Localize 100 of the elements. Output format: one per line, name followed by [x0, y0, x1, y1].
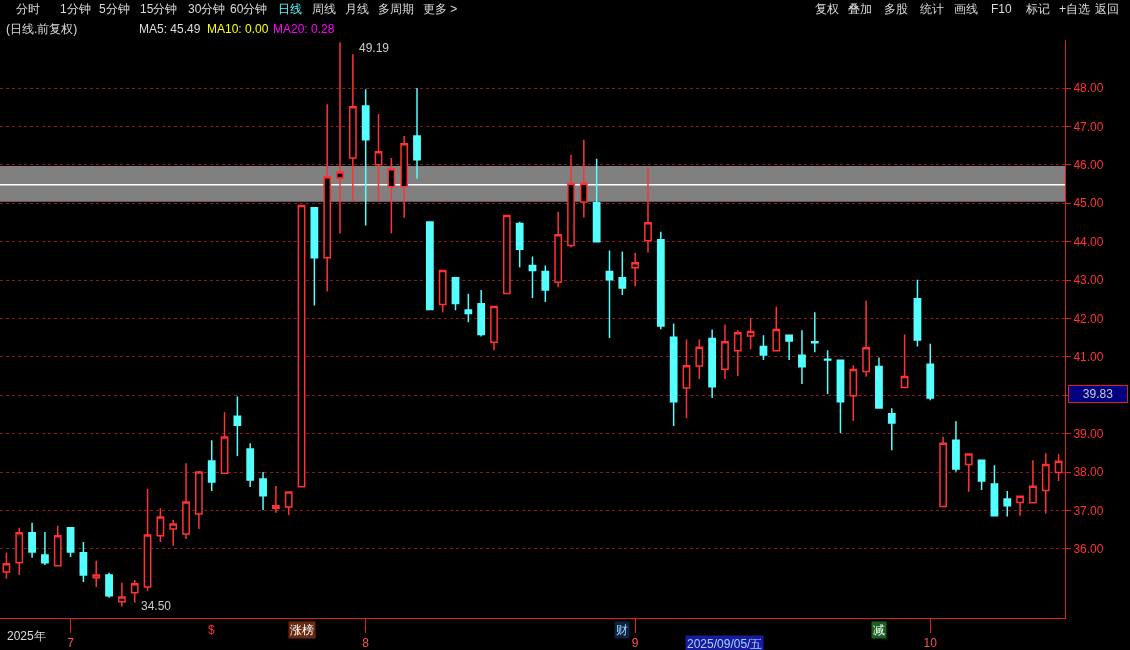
candlestick: [528, 255, 537, 299]
text: 画线: [954, 2, 978, 16]
candlestick: [554, 210, 563, 289]
candlestick: [425, 221, 434, 311]
y-tick-label: 45.00: [1073, 196, 1104, 211]
text: 多股: [884, 2, 908, 16]
y-tick-label: 38.00: [1073, 465, 1104, 480]
text: MA10: 0.00: [207, 22, 269, 36]
candlestick: [361, 88, 370, 227]
candlestick: [336, 41, 344, 235]
y-tick-label: 47.00: [1073, 119, 1104, 134]
candlestick: [118, 581, 126, 608]
candlestick: [477, 289, 486, 338]
candlestick: [323, 103, 332, 293]
candlestick: [798, 329, 806, 385]
candlestick: [567, 154, 575, 249]
candlestick: [579, 139, 588, 219]
text: 2025/09/05/五: [687, 637, 763, 650]
candlestick: [785, 334, 794, 361]
candlestick: [862, 299, 871, 378]
candlestick: [502, 214, 511, 295]
candlestick: [836, 359, 845, 434]
text: 日线: [278, 2, 302, 16]
candlestick: [15, 527, 24, 576]
candlestick: [759, 334, 768, 361]
candlestick: [490, 305, 498, 352]
candlestick: [541, 264, 550, 303]
candlestick: [156, 507, 165, 543]
text: 统计: [920, 2, 944, 16]
candlestick: [618, 250, 627, 296]
candlestick: [169, 519, 178, 547]
candlestick: [41, 531, 49, 566]
candlestick: [669, 322, 678, 427]
text: F10: [991, 2, 1012, 16]
candlestick: [644, 167, 652, 254]
text: 2025年: [7, 629, 46, 643]
candlestick: [939, 435, 947, 508]
text: 标记: [1025, 2, 1050, 16]
candlestick: [695, 338, 704, 380]
text: 返回: [1095, 2, 1119, 16]
annotation: 34.50: [141, 599, 172, 613]
candlestick: [721, 323, 729, 380]
y-tick-label: 42.00: [1073, 311, 1104, 326]
candlestick: [284, 491, 293, 516]
text: 周线: [312, 2, 336, 16]
candlestick: [810, 311, 819, 353]
candlestick: [246, 442, 255, 488]
candlestick: [374, 113, 383, 203]
candlestick: [952, 420, 960, 473]
candlestick: [79, 541, 88, 583]
candlestick: [438, 269, 447, 314]
candlestick: [1003, 490, 1012, 518]
candlestick: [194, 470, 203, 530]
text: 60分钟: [230, 2, 268, 16]
text: MA20: 0.28: [273, 22, 335, 36]
candlestick: [849, 364, 858, 422]
text: +自选: [1059, 2, 1091, 16]
candlestick: [656, 230, 665, 330]
candlestick: [772, 305, 781, 352]
text: MA5: 45.49: [139, 22, 201, 36]
text: 更多 >: [423, 2, 458, 16]
candlestick: [413, 87, 421, 180]
candlestick: [28, 522, 36, 559]
candlestick: [875, 356, 883, 409]
x-tick-label: 7: [67, 636, 75, 650]
text: 月线: [345, 2, 369, 16]
text: 30分钟: [188, 2, 226, 16]
y-tick-label: 39.00: [1073, 426, 1104, 441]
candlestick: [900, 333, 909, 389]
text: 分时: [16, 2, 40, 16]
candlestick: [271, 485, 280, 514]
candlestick: [990, 464, 999, 517]
text: 15分钟: [140, 2, 178, 16]
candlestick: [387, 157, 396, 235]
y-tick-label: 43.00: [1073, 273, 1104, 288]
text: 财: [616, 623, 628, 637]
annotation: 49.19: [359, 41, 390, 55]
candlestick: [926, 343, 935, 401]
candlestick: [913, 278, 922, 348]
candlestick: [310, 207, 319, 307]
y-tick-label: 41.00: [1073, 350, 1104, 365]
candlestick: [682, 338, 691, 419]
candlestick: [53, 525, 62, 567]
candlestick: [746, 317, 755, 350]
candlestick: [1016, 495, 1024, 517]
candlestick: [887, 407, 896, 451]
candlestick: [130, 579, 139, 604]
text: 复权: [815, 2, 839, 16]
candlestick: [259, 471, 267, 511]
y-tick-label: 36.00: [1073, 542, 1104, 557]
x-tick-label: 9: [631, 636, 639, 650]
x-tick-label: 8: [362, 636, 370, 650]
candlestick: [92, 560, 101, 588]
candlestick: [400, 135, 409, 219]
candlestick: [631, 252, 640, 287]
text: 1分钟: [60, 2, 91, 16]
candlestick: [605, 249, 614, 339]
text: 叠加: [848, 2, 872, 16]
candlestick: [708, 328, 717, 399]
candlestick: [1041, 452, 1050, 515]
